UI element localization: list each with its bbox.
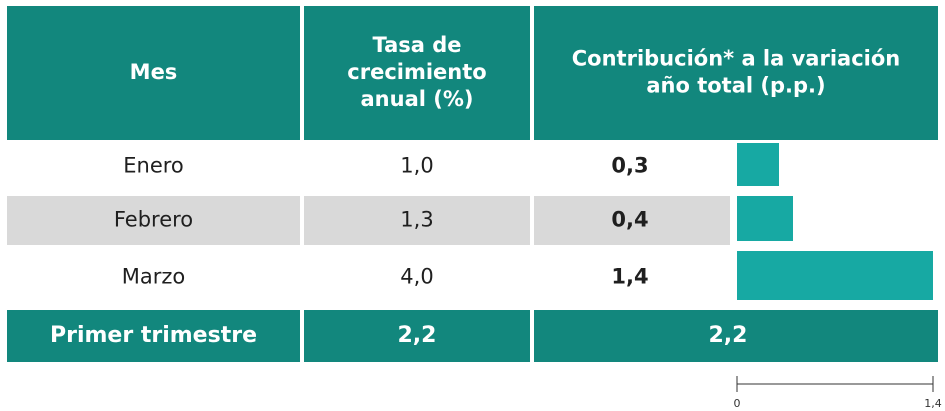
tick-label: 1,4: [924, 397, 942, 410]
total-cell: [304, 310, 530, 362]
header-cell: [304, 6, 530, 140]
header-text: anual (%): [361, 87, 474, 111]
growth: 1,3: [400, 208, 433, 232]
contribution-label: 1,4: [611, 265, 648, 289]
header-text: año total (p.p.): [646, 74, 825, 98]
total-contribution: 2,2: [709, 323, 748, 348]
growth: 1,0: [400, 154, 433, 178]
header-text: crecimiento: [347, 60, 486, 84]
contribution-label: 0,3: [611, 154, 648, 178]
total-growth: 2,2: [398, 323, 437, 348]
growth: 4,0: [400, 265, 433, 289]
row-bg: [7, 196, 300, 245]
total-label: Primer trimestre: [50, 323, 257, 348]
row-bg: [304, 196, 530, 245]
header-text: Contribución* a la variación: [572, 47, 900, 71]
month: Febrero: [114, 208, 193, 232]
month: Enero: [123, 154, 184, 178]
bar: [737, 196, 793, 241]
header-cell: [7, 6, 300, 140]
row-bg: [534, 196, 730, 245]
header-text: Mes: [130, 60, 178, 84]
contribution-label: 0,4: [611, 208, 648, 232]
month: Marzo: [122, 265, 186, 289]
tick-label: 0: [734, 397, 741, 410]
header-text: Tasa de: [372, 33, 461, 57]
bar: [737, 143, 779, 186]
header-cell: [534, 6, 938, 140]
total-cell: [7, 310, 300, 362]
bar: [737, 251, 933, 300]
total-cell: [534, 310, 938, 362]
